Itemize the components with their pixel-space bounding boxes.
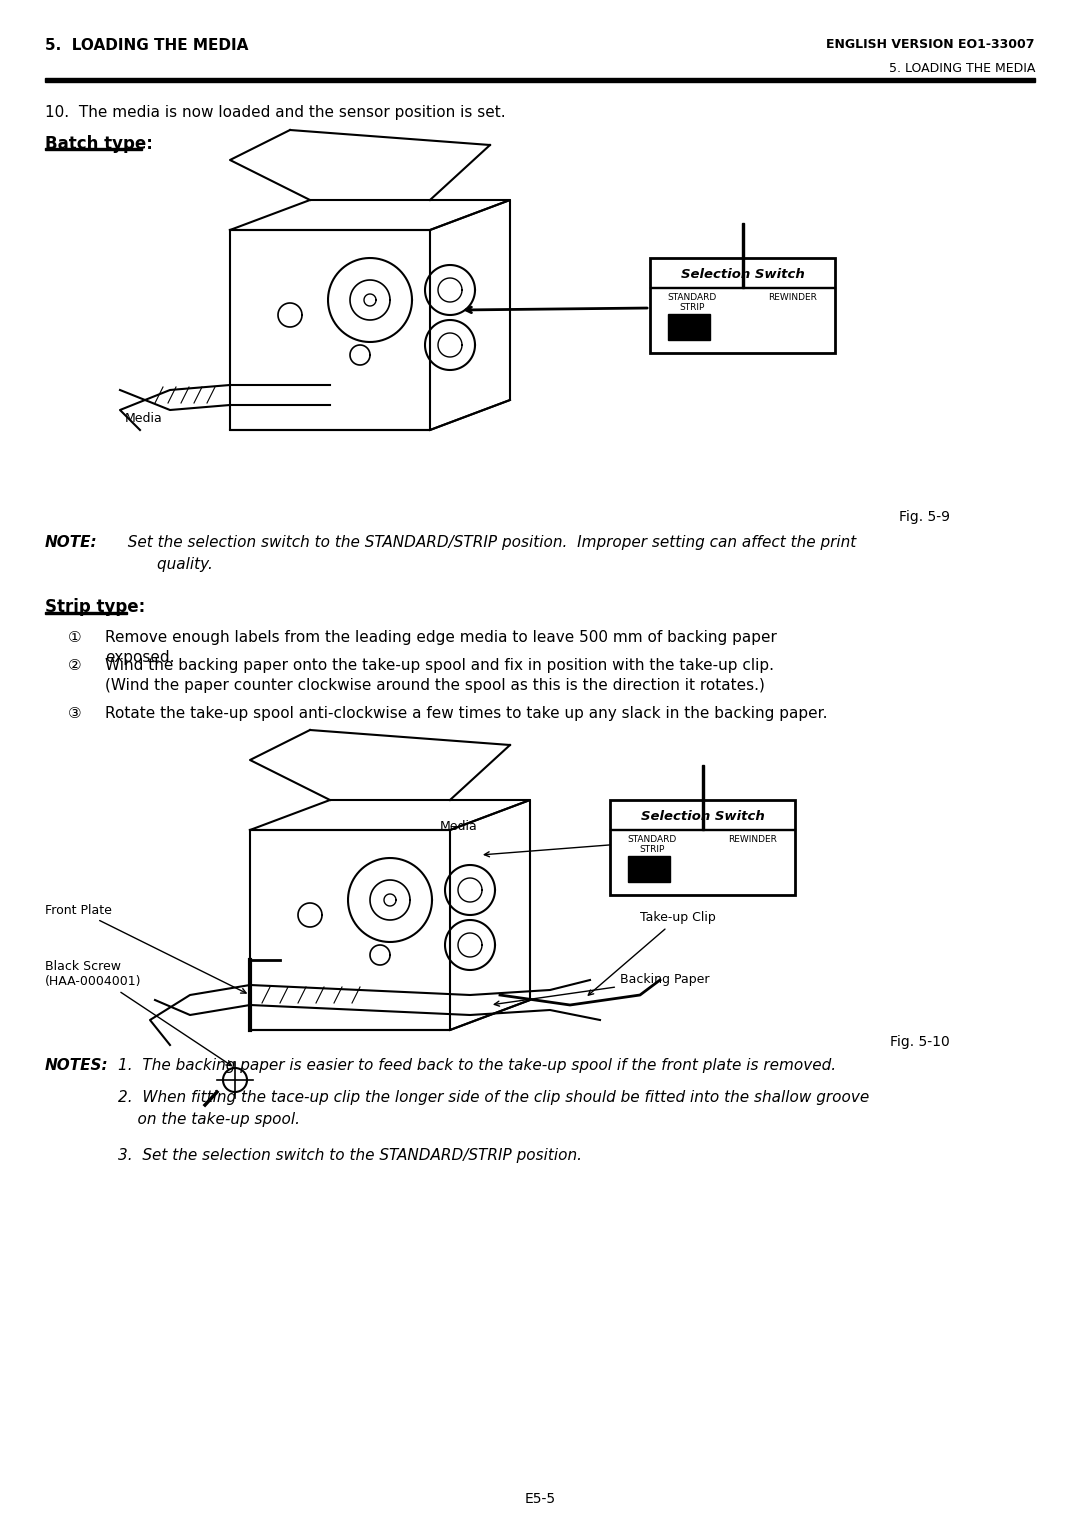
Text: NOTE:: NOTE: [45, 535, 97, 551]
Text: 3.  Set the selection switch to the STANDARD/STRIP position.: 3. Set the selection switch to the STAND… [118, 1148, 582, 1164]
Text: quality.: quality. [118, 557, 213, 572]
Text: on the take-up spool.: on the take-up spool. [118, 1112, 300, 1127]
Text: Selection Switch: Selection Switch [640, 810, 765, 824]
Text: Rotate the take-up spool anti-clockwise a few times to take up any slack in the : Rotate the take-up spool anti-clockwise … [105, 706, 827, 721]
Text: 2.  When fitting the tace-up clip the longer side of the clip should be fitted i: 2. When fitting the tace-up clip the lon… [118, 1090, 869, 1106]
Text: E5-5: E5-5 [525, 1491, 555, 1507]
Text: (Wind the paper counter clockwise around the spool as this is the direction it r: (Wind the paper counter clockwise around… [105, 679, 765, 692]
Text: exposed.: exposed. [105, 650, 175, 665]
Text: REWINDER: REWINDER [729, 836, 778, 843]
Text: Wind the backing paper onto the take-up spool and fix in position with the take-: Wind the backing paper onto the take-up … [105, 657, 774, 673]
Text: NOTES:: NOTES: [45, 1058, 109, 1074]
FancyBboxPatch shape [610, 801, 795, 895]
Bar [45, 148, 141, 149]
FancyBboxPatch shape [650, 258, 835, 352]
Bar [742, 223, 743, 288]
Text: REWINDER: REWINDER [769, 293, 818, 302]
Text: 1.  The backing paper is easier to feed back to the take-up spool if the front p: 1. The backing paper is easier to feed b… [118, 1058, 836, 1074]
Text: Take-up Clip: Take-up Clip [589, 912, 716, 996]
Bar [669, 314, 710, 340]
Text: Remove enough labels from the leading edge media to leave 500 mm of backing pape: Remove enough labels from the leading ed… [105, 630, 777, 645]
Bar [45, 78, 1035, 82]
Bar [45, 612, 127, 615]
Text: Backing Paper: Backing Paper [495, 973, 710, 1007]
Text: Batch type:: Batch type: [45, 136, 153, 152]
Text: Media: Media [125, 412, 163, 425]
Text: STANDARD
STRIP: STANDARD STRIP [667, 293, 717, 313]
Text: Take-up Spool: Take-up Spool [484, 834, 717, 857]
Bar [702, 766, 703, 830]
Text: 5.  LOADING THE MEDIA: 5. LOADING THE MEDIA [45, 38, 248, 53]
Text: Strip type:: Strip type: [45, 598, 145, 616]
Text: Selection Switch: Selection Switch [680, 268, 805, 281]
Text: Media: Media [440, 820, 477, 833]
Bar [627, 856, 670, 881]
Text: Fig. 5-10: Fig. 5-10 [890, 1035, 950, 1049]
Text: ENGLISH VERSION EO1-33007: ENGLISH VERSION EO1-33007 [826, 38, 1035, 50]
Text: Black Screw
(HAA-0004001): Black Screw (HAA-0004001) [45, 961, 231, 1066]
Text: 5. LOADING THE MEDIA: 5. LOADING THE MEDIA [889, 63, 1035, 75]
Text: ①: ① [68, 630, 82, 645]
Text: STANDARD
STRIP: STANDARD STRIP [627, 836, 677, 854]
Text: ③: ③ [68, 706, 82, 721]
Text: ②: ② [68, 657, 82, 673]
Text: Set the selection switch to the STANDARD/STRIP position.  Improper setting can a: Set the selection switch to the STANDARD… [118, 535, 856, 551]
Text: 10.  The media is now loaded and the sensor position is set.: 10. The media is now loaded and the sens… [45, 105, 505, 120]
Text: Front Plate: Front Plate [45, 903, 246, 993]
Text: Fig. 5-9: Fig. 5-9 [899, 509, 950, 525]
